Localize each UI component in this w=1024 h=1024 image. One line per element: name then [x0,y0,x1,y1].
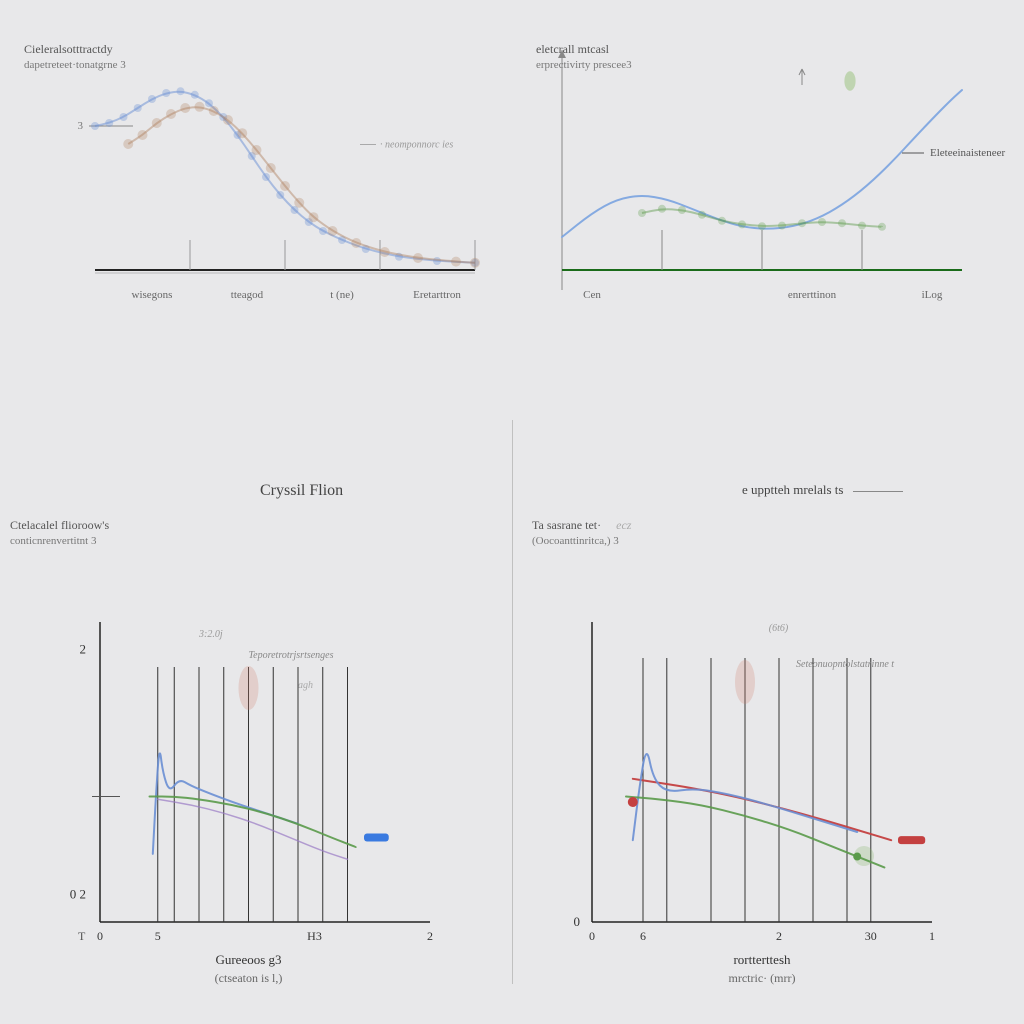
svg-text:Eretarttron: Eretarttron [413,289,461,301]
svg-text:2: 2 [80,641,87,656]
plot-top-right: Cen enrerttinon iLog Eleteeinaisteneer [512,0,1024,350]
svg-text:rortterttesh: rortterttesh [733,952,791,967]
svg-text:tteagod: tteagod [231,289,264,301]
plot-top-left: 3 wisegons tteagod t (ne) Eretarttron · neomp… [0,0,512,350]
svg-text:T: T [78,929,86,943]
svg-text:0: 0 [97,929,103,943]
svg-text:1: 1 [929,929,935,943]
svg-text:0 2: 0 2 [70,887,86,902]
title-rule [853,491,903,492]
svg-text:· neomponnorc ies: · neomponnorc ies [380,140,453,151]
vertical-divider [512,420,513,984]
panel-bottom-right: e upptteh mrelals ts Ta sasrane tet· ecz… [512,512,1024,1024]
svg-text:Cen: Cen [583,289,601,301]
svg-text:2: 2 [776,929,782,943]
plot-bottom-left: 0 2 2 0 5 H3 2 T Gureeoos g3 (ctseaton is l,) 3:2… [0,512,512,1024]
svg-text:Teporetrotrjsrtsenges: Teporetrotrjsrtsenges [249,650,334,661]
svg-text:Gureeoos g3: Gureeoos g3 [215,952,281,967]
panel-top-right: eletcrall mtcasl erprectivirty prescee3 … [512,0,1024,512]
panel-bottom-left: Cryssil Flion Ctelacalel flioroow's cont… [0,512,512,1024]
plot-bottom-right: 00 6 2 30 1 rortterttesh mrctric· (mrr) (6t6) Se… [512,512,1024,1024]
svg-text:3: 3 [78,120,84,132]
panel-title-br: e upptteh mrelals ts [742,482,903,498]
svg-text:(6t6): (6t6) [769,623,789,634]
svg-text:enrerttinon: enrerttinon [788,289,837,301]
svg-text:6: 6 [640,929,646,943]
svg-text:H3: H3 [307,929,322,943]
svg-text:0: 0 [589,929,595,943]
svg-text:iLog: iLog [922,289,943,301]
svg-text:3:2.0j: 3:2.0j [198,629,223,640]
panel-top-left: Cieleralsotttractdy dapetreteet·tonatgrn… [0,0,512,512]
svg-text:agh: agh [298,680,313,691]
svg-text:30: 30 [865,929,877,943]
svg-text:t (ne): t (ne) [330,289,354,301]
svg-text:wisegons: wisegons [132,289,173,301]
svg-text:2: 2 [427,929,433,943]
svg-text:5: 5 [155,929,161,943]
svg-text:(ctseaton is l,): (ctseaton is l,) [215,971,283,985]
svg-text:Seteonuopntolstatrinne t: Seteonuopntolstatrinne t [796,659,894,670]
svg-text:mrctric· (mrr): mrctric· (mrr) [729,971,796,985]
svg-text:Eleteeinaisteneer: Eleteeinaisteneer [930,147,1005,159]
title-text: e upptteh mrelals ts [742,482,843,497]
svg-text:0: 0 [574,914,581,929]
panel-title-bl: Cryssil Flion [260,482,343,500]
